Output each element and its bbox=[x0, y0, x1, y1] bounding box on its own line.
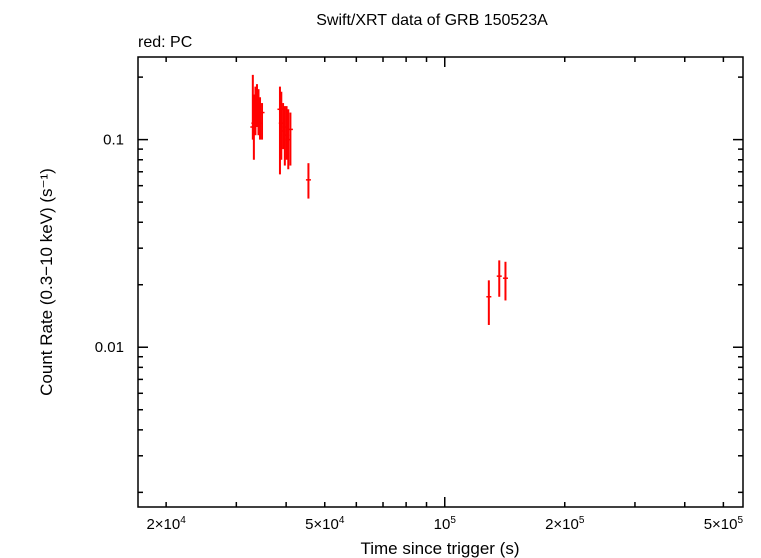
axis-ticks bbox=[138, 57, 743, 507]
plot-frame bbox=[137, 56, 744, 508]
tick-labels: 2×104 5×104 105 2×105 5×105 0.1 0.01 bbox=[95, 132, 744, 533]
x-tick-label: 2×104 bbox=[146, 515, 186, 533]
x-tick-label: 105 bbox=[434, 515, 457, 533]
x-tick-label: 5×105 bbox=[704, 515, 744, 533]
y-tick-label: 0.01 bbox=[95, 339, 124, 356]
y-axis-label: Count Rate (0.3−10 keV) (s⁻¹) bbox=[37, 168, 56, 396]
y-tick-label: 0.1 bbox=[103, 132, 124, 149]
x-tick-label: 2×105 bbox=[545, 515, 585, 533]
x-tick-label: 5×104 bbox=[305, 515, 345, 533]
data-points bbox=[250, 74, 508, 325]
x-axis-label: Time since trigger (s) bbox=[360, 539, 519, 558]
chart-title: Swift/XRT data of GRB 150523A bbox=[316, 12, 548, 29]
chart-subtitle: red: PC bbox=[138, 34, 192, 51]
